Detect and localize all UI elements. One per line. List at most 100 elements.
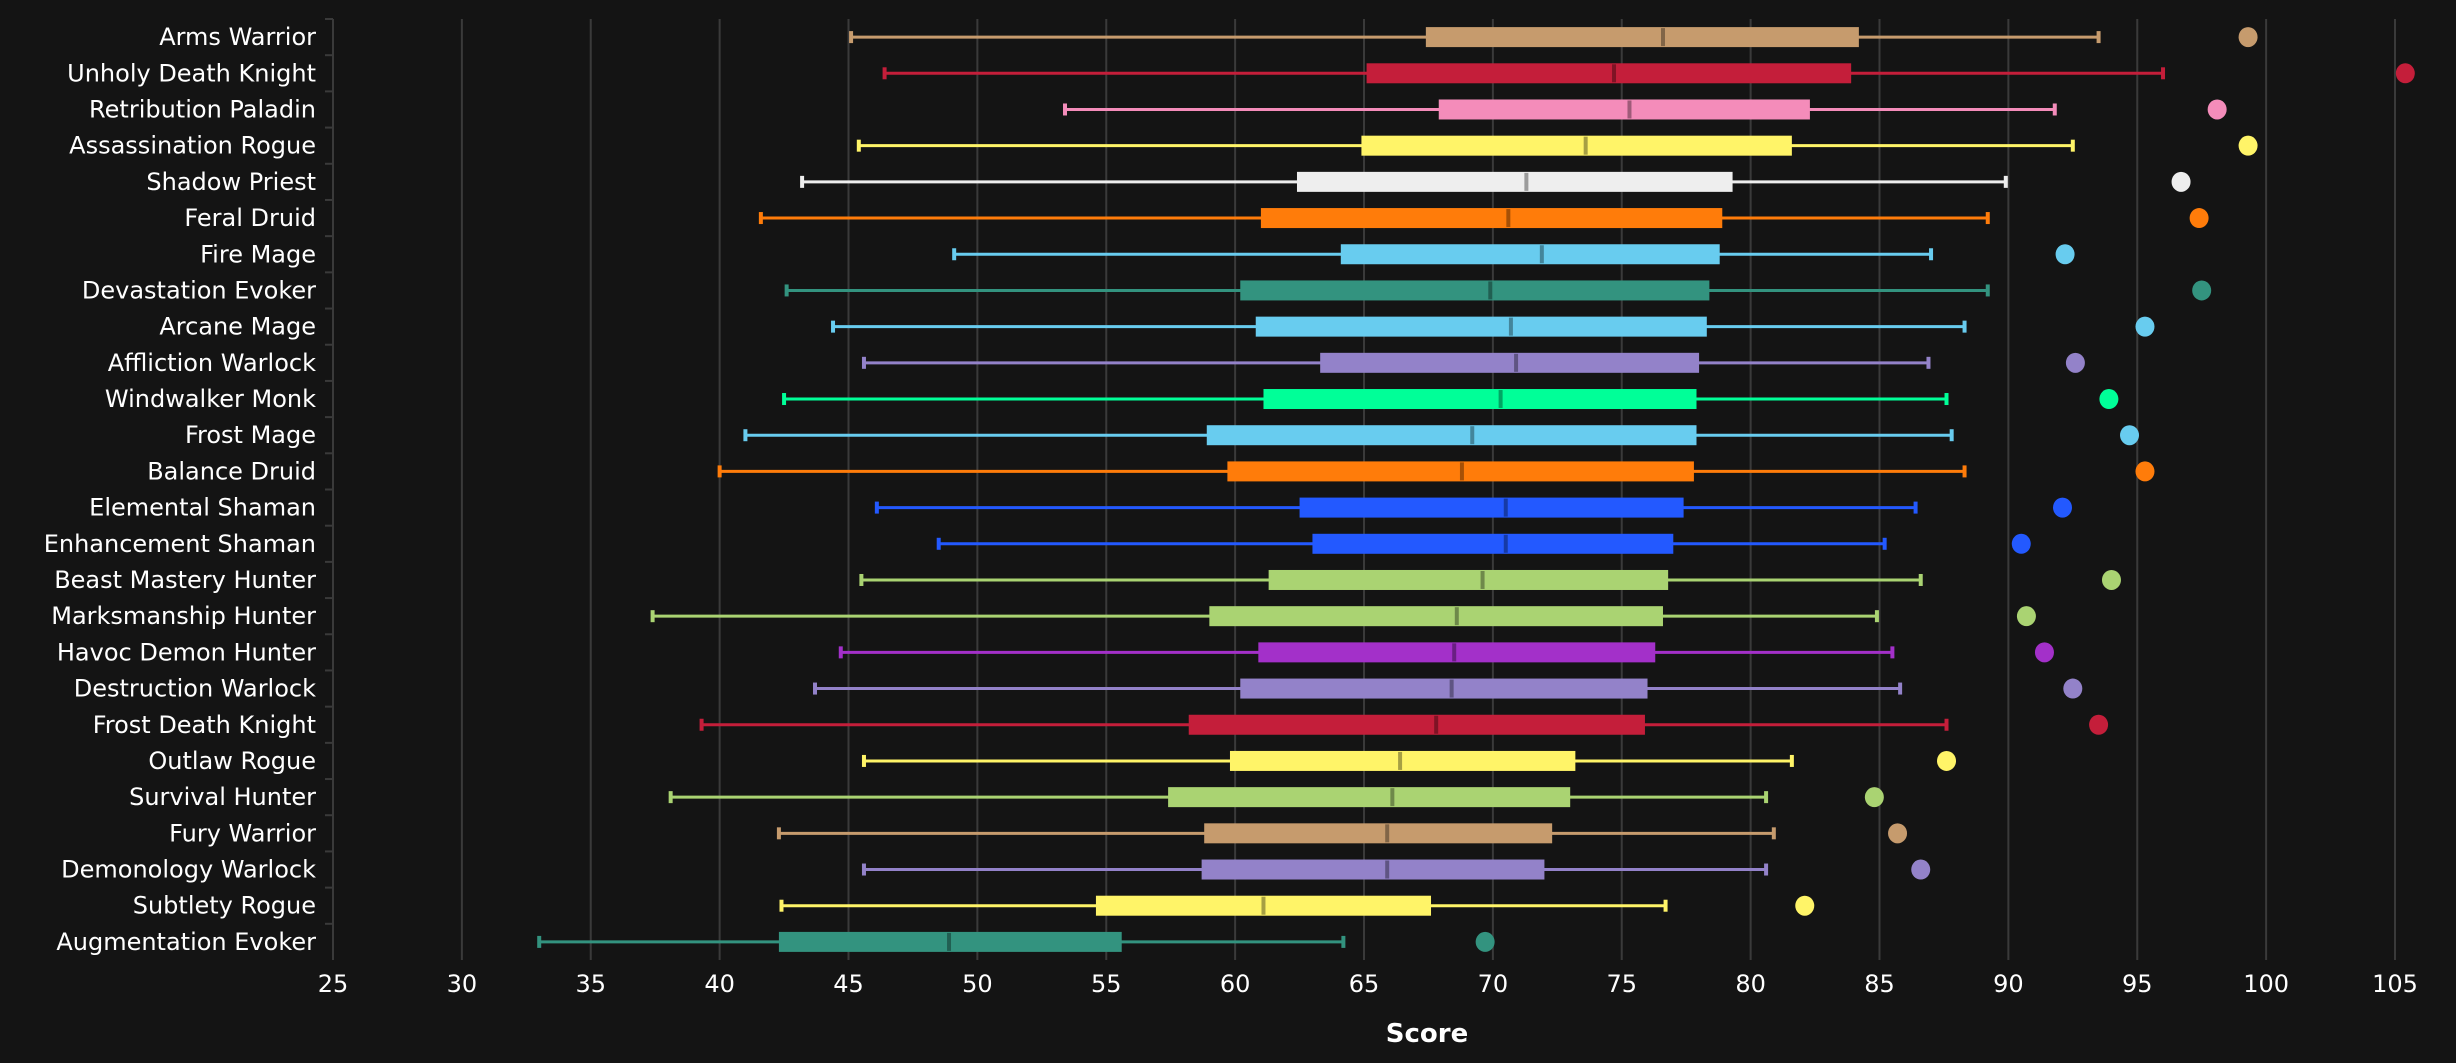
iqr-box: [1095, 895, 1432, 916]
outlier-point: [2063, 678, 2083, 699]
x-tick-label: 105: [2372, 970, 2418, 998]
outlier-point: [2055, 244, 2075, 265]
outlier-point: [2135, 316, 2155, 337]
box-enhancement-shaman: [936, 533, 2031, 554]
outlier-point: [2207, 99, 2227, 120]
iqr-box: [1263, 389, 1697, 410]
iqr-box: [1366, 63, 1852, 84]
outlier-point: [2189, 208, 2209, 229]
box-devastation-evoker: [784, 280, 2212, 301]
iqr-box: [1201, 859, 1545, 880]
category-label: Demonology Warlock: [61, 856, 316, 884]
category-label: Affliction Warlock: [108, 349, 316, 377]
outlier-point: [2099, 389, 2119, 410]
iqr-box: [1229, 750, 1576, 771]
box-assassination-rogue: [856, 135, 2258, 156]
iqr-box: [1240, 280, 1710, 301]
box-feral-druid: [758, 208, 2209, 229]
category-label: Fury Warrior: [169, 819, 316, 847]
category-label: Windwalker Monk: [105, 385, 316, 413]
x-tick-label: 55: [1091, 970, 1122, 998]
outlier-point: [2238, 27, 2258, 48]
x-tick-label: 75: [1606, 970, 1637, 998]
iqr-box: [1255, 316, 1707, 337]
iqr-box: [1320, 352, 1700, 373]
box-fire-mage: [952, 244, 2075, 265]
category-label: Fire Mage: [200, 240, 316, 268]
box-arcane-mage: [831, 316, 2155, 337]
category-label: Balance Druid: [147, 457, 316, 485]
outlier-point: [1864, 787, 1884, 808]
iqr-box: [1268, 569, 1669, 590]
x-tick-label: 100: [2243, 970, 2289, 998]
outlier-point: [1911, 859, 1931, 880]
x-tick-label: 80: [1735, 970, 1766, 998]
x-tick-label: 35: [575, 970, 606, 998]
outlier-point: [2192, 280, 2212, 301]
category-label: Subtlety Rogue: [133, 892, 316, 920]
x-tick-label: 45: [833, 970, 864, 998]
outlier-point: [1795, 895, 1815, 916]
category-label: Shadow Priest: [146, 168, 316, 196]
iqr-box: [1168, 787, 1571, 808]
category-label: Outlaw Rogue: [148, 747, 316, 775]
box-beast-mastery-hunter: [859, 569, 2121, 590]
iqr-box: [1299, 497, 1684, 518]
box-retribution-paladin: [1063, 99, 2227, 120]
category-label: Augmentation Evoker: [56, 928, 316, 956]
category-label: Elemental Shaman: [89, 494, 316, 522]
category-label: Destruction Warlock: [74, 675, 316, 703]
category-label: Havoc Demon Hunter: [57, 638, 316, 666]
iqr-box: [1240, 678, 1648, 699]
category-label: Retribution Paladin: [89, 95, 316, 123]
boxes: [537, 27, 2415, 952]
box-outlaw-rogue: [861, 750, 1957, 771]
category-label: Unholy Death Knight: [67, 59, 316, 87]
box-demonology-warlock: [861, 859, 1931, 880]
outlier-point: [1888, 823, 1908, 844]
outlier-point: [2101, 569, 2121, 590]
outlier-point: [2171, 171, 2191, 192]
category-label: Marksmanship Hunter: [51, 602, 316, 630]
iqr-box: [1312, 533, 1674, 554]
category-label: Beast Mastery Hunter: [54, 566, 316, 594]
outlier-point: [2065, 352, 2085, 373]
category-label: Enhancement Shaman: [44, 530, 316, 558]
iqr-box: [1258, 642, 1656, 663]
category-label: Feral Druid: [184, 204, 316, 232]
category-label: Devastation Evoker: [82, 276, 316, 304]
category-label: Survival Hunter: [129, 783, 316, 811]
iqr-box: [1188, 714, 1645, 735]
box-affliction-warlock: [861, 352, 2085, 373]
box-balance-druid: [717, 461, 2155, 482]
iqr-box: [778, 931, 1122, 952]
x-tick-label: 90: [1993, 970, 2024, 998]
iqr-box: [1425, 27, 1859, 48]
outlier-point: [2395, 63, 2415, 84]
x-tick-label: 40: [704, 970, 735, 998]
x-tick-label: 65: [1349, 970, 1380, 998]
iqr-box: [1296, 171, 1733, 192]
x-tick-label: 50: [962, 970, 993, 998]
iqr-box: [1204, 823, 1553, 844]
x-axis-title: Score: [1386, 1019, 1468, 1049]
x-tick-label: 70: [1478, 970, 1509, 998]
category-label: Arcane Mage: [159, 313, 316, 341]
iqr-box: [1227, 461, 1694, 482]
box-survival-hunter: [668, 787, 1884, 808]
category-label: Frost Death Knight: [93, 711, 316, 739]
category-label: Arms Warrior: [159, 23, 316, 51]
iqr-box: [1209, 606, 1663, 627]
box-elemental-shaman: [874, 497, 2073, 518]
outlier-point: [2238, 135, 2258, 156]
box-marksmanship-hunter: [650, 606, 2036, 627]
box-frost-death-knight: [699, 714, 2109, 735]
outlier-point: [2011, 533, 2031, 554]
x-tick-label: 85: [1864, 970, 1895, 998]
outlier-point: [1475, 931, 1495, 952]
box-windwalker-monk: [782, 389, 2119, 410]
iqr-box: [1260, 208, 1723, 229]
box-havoc-demon-hunter: [838, 642, 2054, 663]
